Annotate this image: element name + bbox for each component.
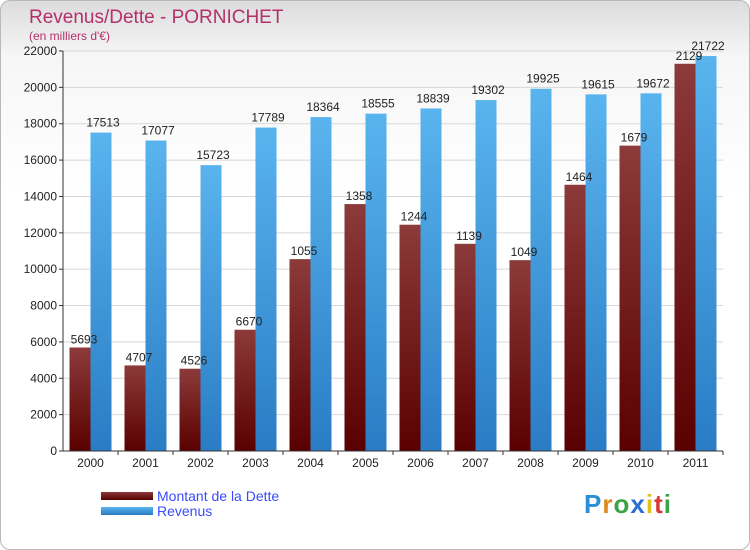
- data-label-revenus: 19615: [581, 77, 615, 91]
- chart-title: Revenus/Dette - PORNICHET: [29, 7, 284, 28]
- y-tick-label: 22000: [24, 44, 58, 58]
- legend-item-revenus: Revenus: [101, 502, 279, 519]
- logo-letter: o: [613, 489, 631, 519]
- bar-debt: [234, 329, 256, 451]
- data-label-revenus: 21722: [691, 39, 725, 53]
- bar-debt: [289, 259, 311, 451]
- y-tick-label: 6000: [30, 335, 57, 349]
- data-label-revenus: 17077: [141, 124, 175, 138]
- y-tick-label: 18000: [24, 117, 58, 131]
- logo-letter: i: [645, 489, 655, 519]
- bar-debt: [344, 204, 366, 451]
- data-label-debt: 5693: [71, 332, 98, 346]
- logo-letter: t: [654, 489, 664, 519]
- data-label-debt: 1055: [291, 244, 318, 258]
- legend-label-revenus: Revenus: [157, 502, 213, 519]
- x-tick-label: 2001: [132, 456, 159, 470]
- data-label-revenus: 17513: [86, 116, 120, 130]
- logo-letter: x: [630, 489, 646, 519]
- data-label-debt: 6670: [236, 315, 263, 329]
- y-tick-label: 2000: [30, 408, 57, 422]
- data-label-revenus: 18839: [416, 91, 450, 105]
- bar-revenus: [200, 165, 222, 452]
- logo-letter: r: [602, 489, 614, 519]
- data-label-revenus: 15723: [196, 148, 230, 162]
- legend: Montant de la Dette Revenus: [101, 487, 280, 519]
- data-label-debt: 4526: [181, 354, 208, 368]
- bar-debt: [564, 184, 586, 451]
- x-tick-label: 2010: [627, 456, 654, 470]
- bar-revenus: [475, 100, 497, 452]
- y-tick-label: 14000: [24, 189, 58, 203]
- bar-revenus: [695, 56, 717, 452]
- y-tick-label: 4000: [30, 371, 57, 385]
- bar-revenus: [640, 93, 662, 451]
- proxiti-logo: Proxiti: [584, 489, 672, 520]
- data-label-revenus: 17789: [251, 111, 285, 125]
- legend-swatch-revenus: [101, 506, 153, 515]
- y-tick-label: 8000: [30, 299, 57, 313]
- legend-item-debt: Montant de la Dette: [101, 487, 280, 504]
- bar-revenus: [310, 117, 332, 451]
- x-tick-label: 2004: [297, 456, 324, 470]
- bar-debt: [454, 243, 476, 451]
- x-tick-label: 2009: [572, 456, 599, 470]
- data-label-debt: 1679: [621, 131, 648, 145]
- logo-letter: i: [663, 489, 672, 519]
- data-label-debt: 1464: [566, 170, 593, 184]
- bar-revenus: [585, 94, 607, 451]
- x-tick-label: 2007: [462, 456, 489, 470]
- x-tick-label: 2003: [242, 456, 269, 470]
- data-label-debt: 1244: [401, 210, 428, 224]
- x-tick-label: 2008: [517, 456, 544, 470]
- bar-debt: [509, 260, 531, 451]
- data-label-debt: 1139: [456, 229, 482, 243]
- bar-debt: [179, 368, 201, 451]
- y-tick-label: 20000: [24, 80, 58, 94]
- bar-debt: [674, 63, 696, 451]
- x-tick-label: 2006: [407, 456, 434, 470]
- data-label-debt: 2129: [676, 49, 703, 63]
- y-tick-label: 10000: [24, 262, 58, 276]
- data-label-debt: 1049: [511, 245, 538, 259]
- legend-label-debt: Montant de la Dette: [157, 487, 280, 504]
- bar-revenus: [420, 108, 442, 452]
- bar-debt: [69, 347, 91, 451]
- data-label-debt: 4707: [126, 350, 153, 364]
- data-label-revenus: 18364: [306, 100, 340, 114]
- data-label-revenus: 18555: [361, 97, 395, 111]
- bar-revenus: [90, 132, 112, 451]
- bar-revenus: [255, 127, 277, 452]
- bar-revenus: [530, 88, 552, 452]
- x-tick-label: 2005: [352, 456, 379, 470]
- x-tick-label: 2000: [77, 456, 104, 470]
- data-label-debt: 1358: [346, 189, 373, 203]
- y-tick-label: 16000: [24, 153, 58, 167]
- bar-revenus: [365, 113, 387, 452]
- data-label-revenus: 19302: [471, 83, 505, 97]
- x-tick-label: 2002: [187, 456, 214, 470]
- y-tick-label: 12000: [24, 226, 58, 240]
- data-label-revenus: 19925: [526, 72, 560, 86]
- bar-revenus: [145, 140, 167, 451]
- bar-debt: [124, 365, 146, 451]
- bar-debt: [619, 145, 641, 452]
- data-label-revenus: 19672: [636, 76, 670, 90]
- legend-swatch-debt: [101, 491, 153, 500]
- x-tick-label: 2011: [683, 456, 709, 470]
- bar-debt: [399, 224, 421, 451]
- y-tick-label: 0: [50, 444, 57, 458]
- chart-subtitle: (en milliers d'€): [29, 29, 110, 43]
- logo-letter: P: [584, 489, 603, 519]
